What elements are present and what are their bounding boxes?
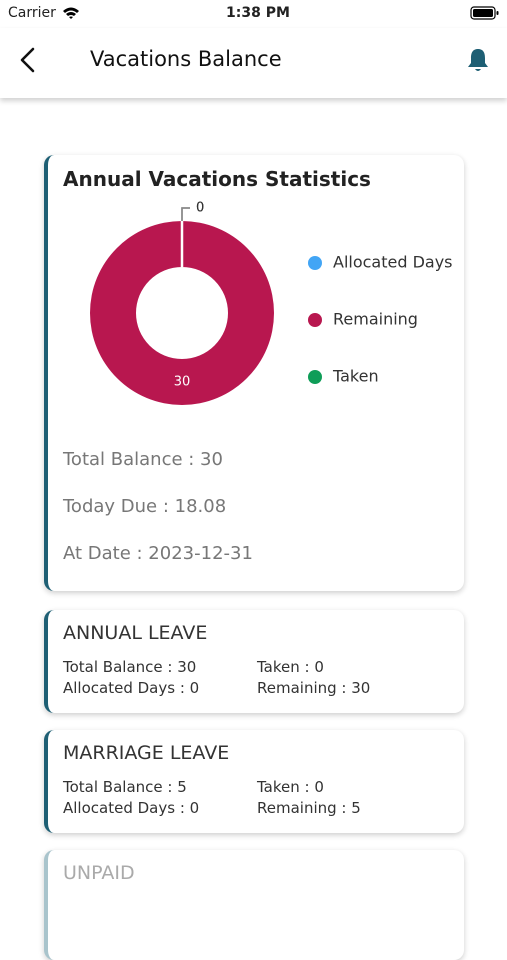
leave-title: UNPAID (63, 862, 135, 884)
leave-card: MARRIAGE LEAVE Total Balance : 5 Taken : 0… (44, 730, 464, 833)
leave-title: MARRIAGE LEAVE (63, 742, 230, 764)
legend-dot (308, 256, 322, 270)
screen-title: Vacations Balance (90, 47, 282, 71)
app-bar: Vacations Balance (0, 28, 507, 98)
segment-label: 0 (196, 201, 204, 216)
wifi-icon (63, 7, 79, 19)
legend-label: Allocated Days (333, 253, 453, 272)
leave-field: Allocated Days : 0 (63, 799, 200, 817)
legend-label: Taken (332, 367, 379, 386)
card-title: Annual Vacations Statistics (63, 167, 371, 191)
info-line: At Date : 2023-12-31 (63, 543, 253, 564)
segment-label: 30 (174, 375, 191, 390)
info-line: Total Balance : 30 (63, 449, 223, 470)
leave-field: Taken : 0 (257, 658, 324, 676)
leave-field: Allocated Days : 0 (63, 679, 200, 697)
leave-field: Total Balance : 5 (63, 778, 187, 796)
leave-field: Total Balance : 30 (63, 658, 197, 676)
carrier: Carrier (8, 5, 56, 21)
leave-card: ANNUAL LEAVE Total Balance : 30 Taken : 0 A… (44, 610, 464, 713)
leave-field: Taken : 0 (257, 778, 324, 796)
leave-field: Remaining : 30 (257, 679, 371, 697)
time: 1:38 PM (226, 5, 290, 21)
legend-dot (308, 370, 322, 384)
status-bar: Carrier 1:38 PM (0, 0, 507, 28)
info-line: Today Due : 18.08 (63, 496, 227, 517)
back-button[interactable] (16, 46, 40, 74)
leave-field: Remaining : 5 (257, 799, 361, 817)
donut-segment (90, 221, 274, 405)
leave-card: UNPAID (44, 850, 464, 960)
leave-title: ANNUAL LEAVE (63, 622, 208, 644)
statistics-card: Annual Vacations Statistics 0 30 0 Allocate… (44, 155, 464, 591)
battery-icon (470, 6, 499, 20)
segment-label: 0 (196, 201, 204, 216)
legend-dot (308, 313, 322, 327)
notification-bell[interactable] (466, 46, 490, 74)
legend-label: Remaining (333, 310, 418, 329)
